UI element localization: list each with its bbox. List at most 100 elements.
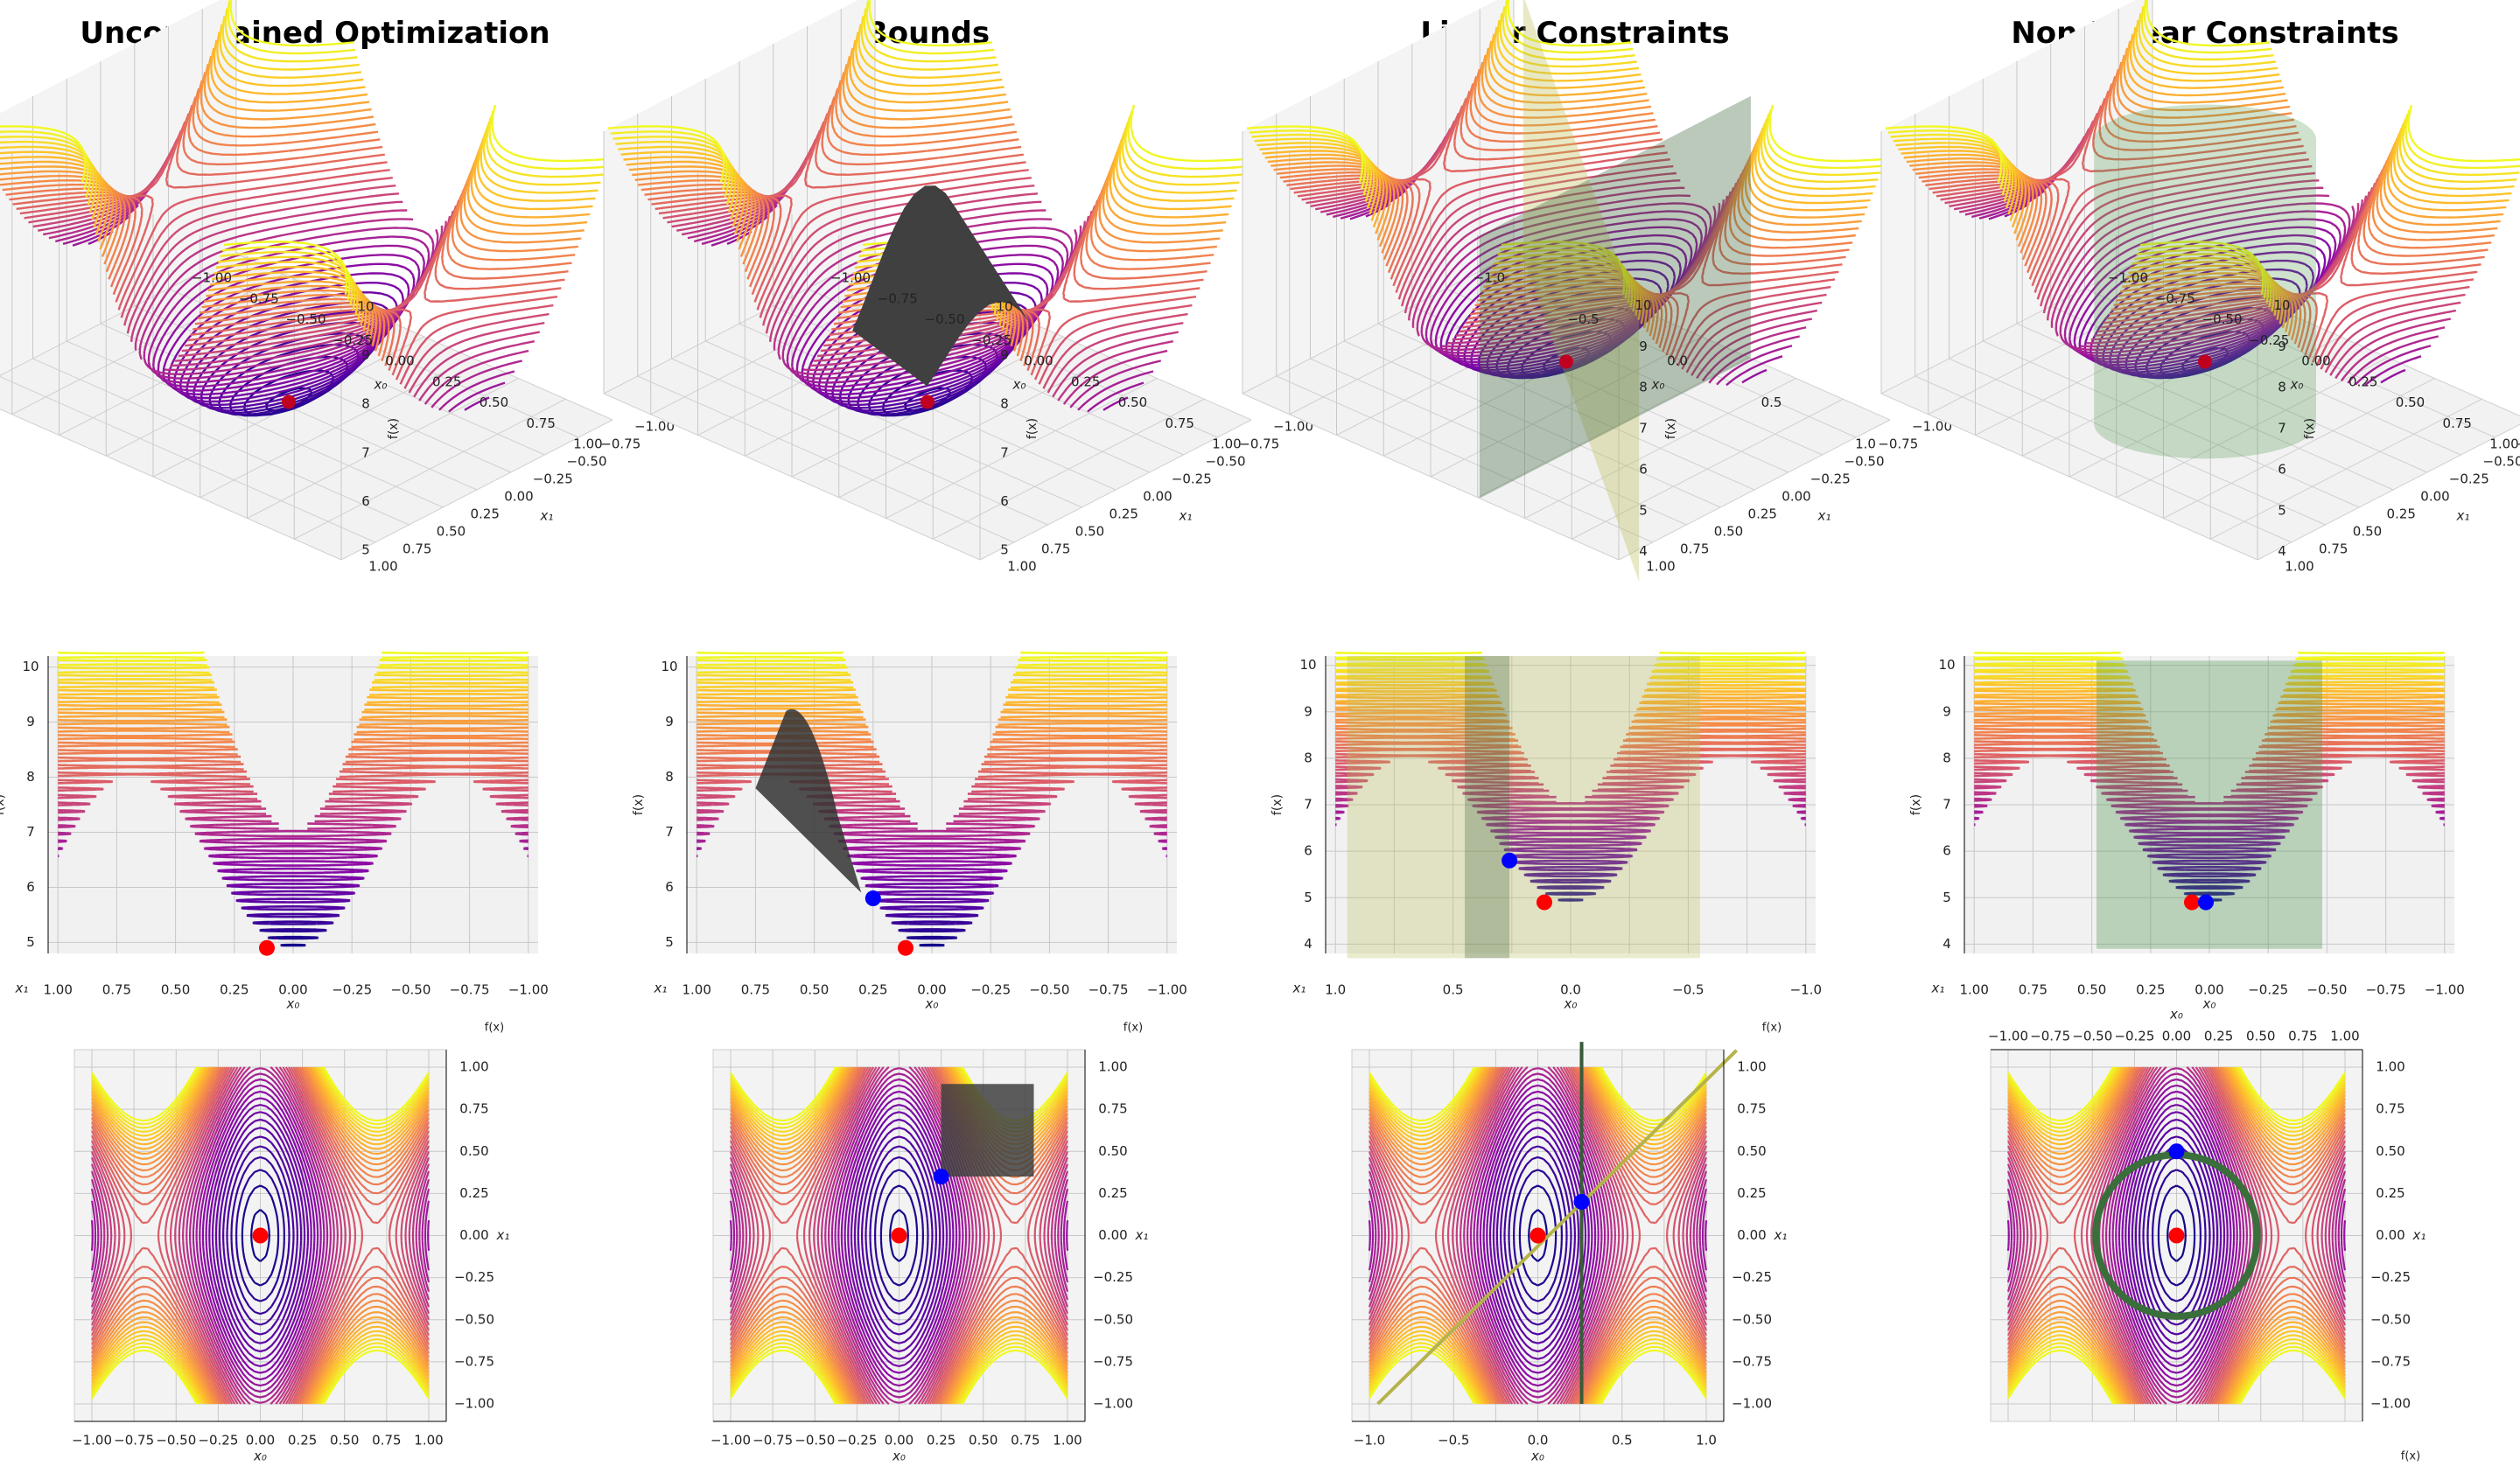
contour-line [1368, 1066, 1707, 1405]
unconstrained-minimum-marker [1559, 354, 1573, 369]
constrained-minimum-marker [2168, 1143, 2185, 1160]
x1-tick-label: −0.50 [1844, 454, 1885, 470]
contour-line [1368, 1066, 1707, 1405]
contour-line [2007, 1066, 2346, 1405]
f-tick-label: 7 [361, 444, 370, 460]
side-plot-0: 5 6 7 8 9 10 −1.00 −0.75 −0.50 −0.25 0.00 0.25 0.50 0… [0, 651, 549, 1012]
contour-line [1368, 1067, 1708, 1404]
linear-constraint-line [1376, 1049, 1739, 1406]
contour-line [91, 1066, 430, 1405]
f-axis-label: f(x) [1762, 1022, 1782, 1035]
contour-line [874, 1169, 924, 1302]
contour-line [730, 1066, 1068, 1405]
contour-line [1498, 840, 1643, 847]
contour-line [1335, 664, 1806, 672]
x0-tick-label: −1.0 [1474, 270, 1505, 286]
grid-line [603, 393, 981, 561]
contour-line [919, 943, 945, 947]
contour-line [1503, 847, 1638, 853]
contour-line [1529, 878, 1613, 884]
grid-line [979, 419, 1252, 561]
x0-axis-label: x₀ [374, 377, 388, 393]
contour-line [267, 935, 319, 940]
x0-tick-label: −0.25 [2114, 1029, 2154, 1044]
f-tick-label: 6 [1304, 843, 1312, 859]
linear-constraint-plane [1479, 95, 1751, 499]
contour-line [2007, 1066, 2346, 1405]
x1-tick-label: −1.00 [1732, 1396, 1772, 1412]
grid-line [2210, 398, 2482, 540]
x0-tick-label: −0.75 [114, 1433, 154, 1449]
contour-line [1974, 739, 2445, 747]
contour-line [1335, 733, 1806, 741]
contour-line [906, 935, 958, 940]
contour-line [1247, 0, 1886, 295]
constrained-minimum-marker [864, 890, 881, 907]
x0-tick-label: 0.25 [288, 1433, 317, 1449]
contour-line [1368, 1066, 1708, 1405]
contour-line [226, 1145, 295, 1326]
contour-line [222, 1135, 298, 1336]
x0-tick-label: 1.0 [1696, 1433, 1717, 1449]
contour-line [91, 1066, 430, 1405]
contour-line [0, 24, 598, 316]
contour-line [0, 0, 606, 300]
x1-tick-label: −0.75 [1093, 1353, 1133, 1369]
contour-line [853, 1118, 945, 1353]
x0-tick-label: 0.00 [385, 353, 414, 369]
contour-line [840, 1090, 958, 1381]
grid-line [1618, 419, 1891, 561]
contour-line [91, 1066, 430, 1405]
contour-line [696, 651, 1167, 660]
x1-tick-label: −0.50 [2370, 1311, 2411, 1327]
contour-line [2128, 827, 2291, 834]
contour-line [1368, 1084, 1708, 1387]
contour-line [2007, 1066, 2346, 1405]
contour-line [2007, 1066, 2346, 1405]
unconstrained-minimum-marker [282, 394, 296, 409]
contour-line [58, 799, 528, 808]
perspective-plot-3: −1.00−0.75−0.50−0.250.000.250.500.751.00… [1880, 0, 2520, 575]
contour-line [1368, 1066, 1708, 1405]
contour-line [90, 1066, 430, 1405]
x0-tick-label: 0.0 [1528, 1433, 1549, 1449]
contour-line [90, 1084, 430, 1387]
contour-line [226, 883, 360, 890]
x1-tick-label: 0.25 [2387, 506, 2416, 522]
contour-line [1335, 670, 1806, 678]
contour-line [696, 829, 1167, 838]
x1-axis-label: x₁ [496, 1227, 510, 1243]
x0-tick-label: −0.50 [2202, 311, 2243, 327]
f-tick-label: 4 [1639, 543, 1648, 559]
contour-line [240, 905, 346, 911]
x1-tick-label: 0.25 [2376, 1185, 2404, 1201]
contour-line [91, 1066, 430, 1405]
x0-axis-label: x₀ [925, 996, 939, 1012]
x0-tick-label: −0.25 [332, 982, 372, 998]
x1-tick-label: 1.00 [1007, 559, 1036, 575]
x0-tick-label: 0.00 [885, 1433, 914, 1449]
x1-tick-label: −0.50 [2483, 454, 2520, 470]
x0-tick-label: 1.00 [43, 982, 72, 998]
x1-tick-label: 0.75 [2319, 541, 2348, 557]
x1-tick-label: 0.00 [1737, 1227, 1766, 1243]
contour-line [1368, 1066, 1707, 1405]
f-tick-label: 8 [1942, 750, 1951, 765]
x0-tick-label: 0.25 [927, 1433, 956, 1449]
x1-tick-label: 0.00 [2420, 489, 2449, 505]
x1-axis-label: x₁ [540, 508, 554, 524]
contour-line [1974, 688, 2445, 697]
contour-line [696, 718, 1167, 726]
contour-line [1974, 708, 2445, 716]
f-axis-label: f(x) [632, 794, 646, 815]
x1-tick-label: 0.75 [1737, 1101, 1766, 1117]
contour-line [58, 710, 528, 719]
x1-tick-label: 0.50 [1098, 1143, 1127, 1159]
grid-line [1276, 375, 1653, 543]
contour-line [730, 1066, 1068, 1405]
x0-tick-label: 0.25 [1071, 373, 1100, 389]
contour-line [58, 778, 528, 785]
x0-tick-label: 0.75 [1166, 415, 1194, 431]
x1-tick-label: −0.25 [1172, 471, 1212, 487]
